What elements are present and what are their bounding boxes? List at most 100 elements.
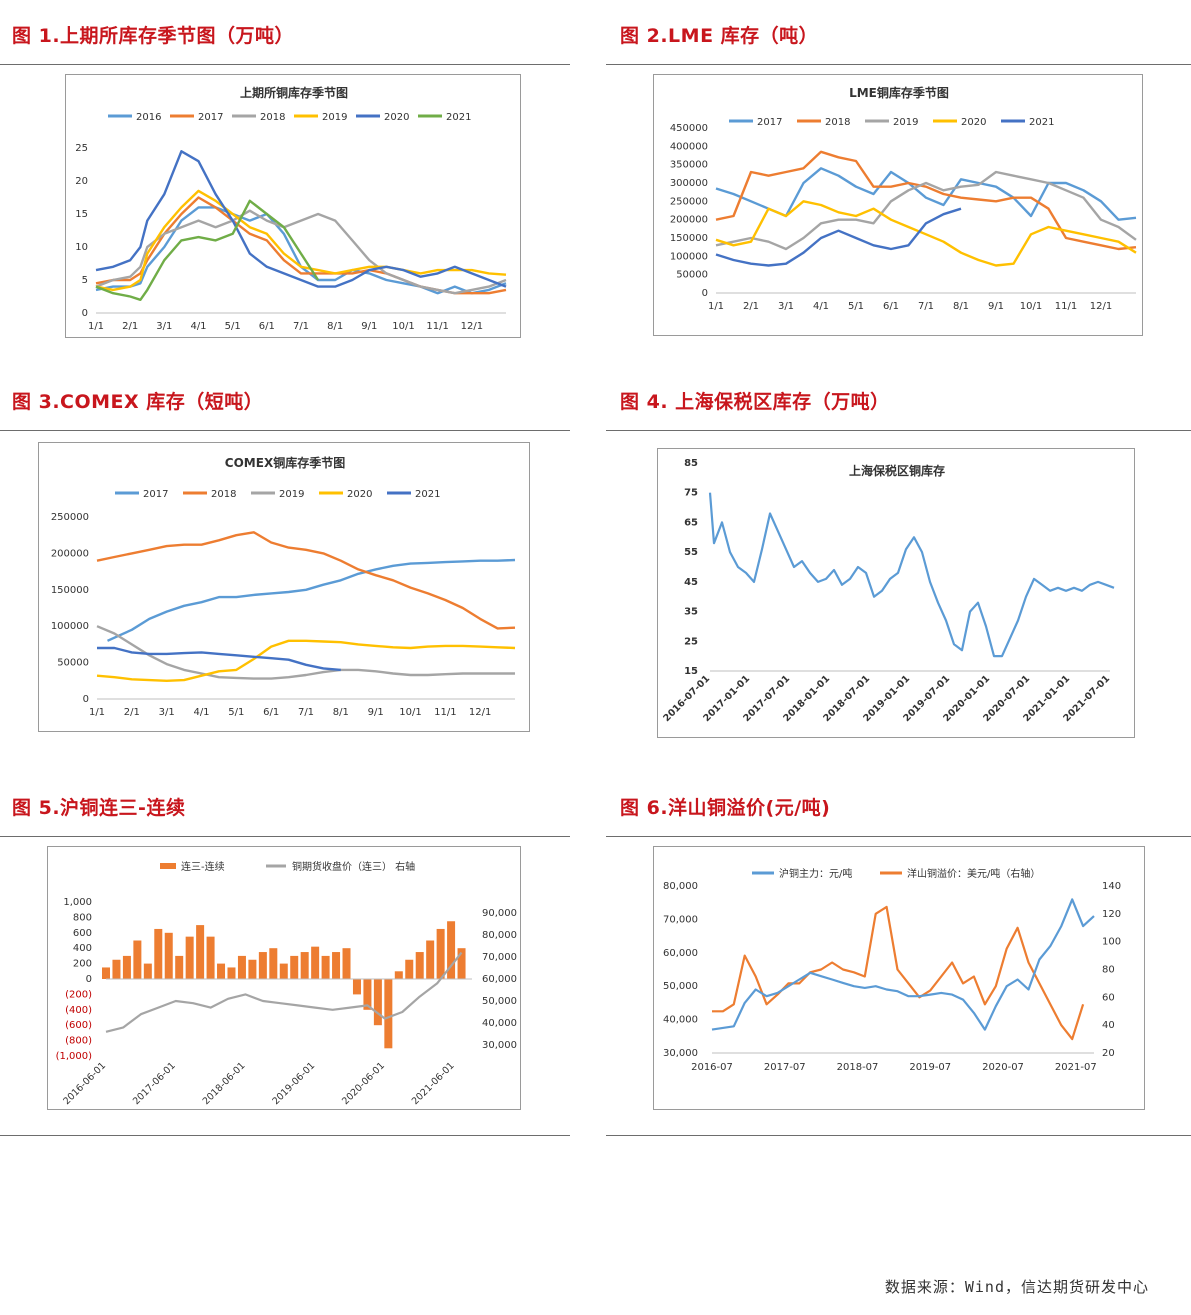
x-tick-label: 5/1 — [228, 707, 244, 718]
spread-bar — [447, 921, 456, 979]
y-tick-label: 25 — [75, 143, 88, 154]
y-right-tick-label: 50,000 — [482, 996, 517, 1007]
legend-label: 2020 — [961, 117, 986, 128]
y-tick-label: 250000 — [670, 196, 708, 207]
x-tick-label: 2018-06-01 — [201, 1060, 248, 1107]
y-tick-label: 85 — [684, 458, 698, 469]
y-tick-label: 100000 — [670, 251, 708, 262]
divider-rule — [0, 64, 570, 65]
x-tick-label: 8/1 — [953, 301, 969, 312]
y-left-tick-label: 60,000 — [663, 948, 698, 959]
premium-chart-svg: 沪铜主力：元/吨 洋山铜溢价：美元/吨（右轴） 30,000 40,000 50,000… — [663, 867, 1121, 1073]
y-tick-label: 200000 — [670, 215, 708, 226]
series-line-main-contract — [711, 898, 1095, 1031]
legend-label: 连三-连续 — [181, 860, 225, 873]
x-tick-label: 12/1 — [1090, 301, 1112, 312]
x-tick-label: 2/1 — [122, 321, 138, 332]
x-tick-label: 11/1 — [434, 707, 456, 718]
y-tick-label: 350000 — [670, 160, 708, 171]
y-left-tick-label: 40,000 — [663, 1015, 698, 1026]
series-line-2021 — [97, 646, 341, 672]
comex-inventory-chart-svg: COMEX铜库存季节图 2017 2018 2019 2020 2021 0 50000 100… — [51, 455, 516, 718]
legend-label: 2017 — [143, 489, 168, 500]
y-right-tick-label: 140 — [1102, 881, 1121, 892]
spread-bar — [248, 959, 257, 979]
spread-bar — [237, 955, 246, 979]
x-tick-label: 2018-07 — [837, 1062, 879, 1073]
x-tick-label: 8/1 — [327, 321, 343, 332]
spread-bar — [206, 936, 215, 979]
divider-rule — [0, 430, 570, 431]
y-left-tick-label: 80,000 — [663, 881, 698, 892]
spread-bar — [352, 979, 361, 995]
y-right-tick-label: 40 — [1102, 1020, 1115, 1031]
x-tick-label: 2/1 — [124, 707, 140, 718]
x-tick-label: 2020-06-01 — [340, 1060, 387, 1107]
x-tick-label: 2019-07 — [909, 1062, 951, 1073]
series-line-2016 — [95, 206, 507, 295]
legend-label: 2021 — [446, 112, 471, 123]
spread-bar — [133, 940, 142, 979]
spread-bar — [279, 963, 288, 979]
y-tick-label: 15 — [684, 666, 698, 677]
spread-bar — [405, 959, 414, 979]
y-left-tick-label: 1,000 — [63, 897, 92, 908]
y-left-tick-label: 50,000 — [663, 981, 698, 992]
y-tick-label: 5 — [82, 275, 88, 286]
x-tick-label: 9/1 — [361, 321, 377, 332]
spread-bar — [112, 959, 121, 979]
x-tick-label: 11/1 — [426, 321, 448, 332]
x-tick-label: 7/1 — [293, 321, 309, 332]
figure-title-2: 图 2.LME 库存（吨） — [620, 25, 819, 47]
series-line-2020 — [715, 200, 1137, 267]
x-tick-label: 1/1 — [88, 321, 104, 332]
y-right-tick-label: 40,000 — [482, 1018, 517, 1029]
divider-rule — [0, 1135, 570, 1136]
x-tick-label: 7/1 — [298, 707, 314, 718]
legend-label: 2019 — [322, 112, 347, 123]
spread-chart: 连三-连续 铜期货收盘价（连三） 右轴 1,000 800 600 400 200 0 (200… — [47, 846, 521, 1110]
x-tick-label: 2/1 — [743, 301, 759, 312]
data-source-note: 数据来源：Wind，信达期货研发中心 — [884, 1278, 1149, 1296]
y-tick-label: 200000 — [51, 548, 89, 559]
series-line-2020 — [95, 150, 507, 288]
spread-bar — [102, 967, 110, 979]
x-tick-label: 5/1 — [848, 301, 864, 312]
spread-bar — [227, 967, 236, 979]
divider-rule — [606, 430, 1191, 431]
spread-bar — [154, 928, 163, 979]
lme-inventory-chart-svg: LME铜库存季节图 2017 2018 2019 2020 2021 0 50000 10000… — [670, 85, 1137, 312]
x-tick-label: 2019-06-01 — [270, 1060, 317, 1107]
y-left-tick-label: (1,000) — [56, 1051, 93, 1062]
y-left-tick-label: 0 — [86, 974, 92, 985]
spread-bar — [384, 979, 393, 1049]
y-right-tick-label: 80 — [1102, 965, 1115, 976]
y-tick-label: 300000 — [670, 178, 708, 189]
series-line-2017 — [107, 558, 516, 642]
y-right-tick-label: 60 — [1102, 992, 1115, 1003]
x-tick-label: 3/1 — [778, 301, 794, 312]
series-line-2021 — [715, 207, 962, 267]
series-line-2019 — [96, 625, 515, 680]
x-tick-label: 1/1 — [708, 301, 724, 312]
x-tick-label: 3/1 — [156, 321, 172, 332]
bonded-inventory-chart-svg: 上海保税区铜库存15253545556575852016-07-012017-0… — [661, 458, 1115, 724]
y-tick-label: 75 — [684, 488, 698, 499]
spread-bar — [164, 932, 173, 979]
x-tick-label: 4/1 — [813, 301, 829, 312]
legend-label: 2016 — [136, 112, 161, 123]
comex-inventory-chart: COMEX铜库存季节图 2017 2018 2019 2020 2021 0 50000 100… — [38, 442, 530, 732]
y-tick-label: 10 — [75, 242, 88, 253]
series-line-2018 — [715, 150, 1137, 251]
x-tick-label: 12/1 — [461, 321, 483, 332]
x-tick-label: 9/1 — [988, 301, 1004, 312]
premium-chart: 沪铜主力：元/吨 洋山铜溢价：美元/吨（右轴） 30,000 40,000 50,000… — [653, 846, 1145, 1110]
spread-bar — [143, 963, 152, 979]
y-tick-label: 100000 — [51, 621, 89, 632]
y-left-tick-label: 200 — [73, 959, 92, 970]
figure-title-5: 图 5.沪铜连三-连续 — [12, 797, 186, 819]
y-tick-label: 150000 — [670, 233, 708, 244]
y-tick-label: 50000 — [57, 658, 89, 669]
spread-bar — [436, 928, 445, 979]
divider-rule — [606, 1135, 1191, 1136]
